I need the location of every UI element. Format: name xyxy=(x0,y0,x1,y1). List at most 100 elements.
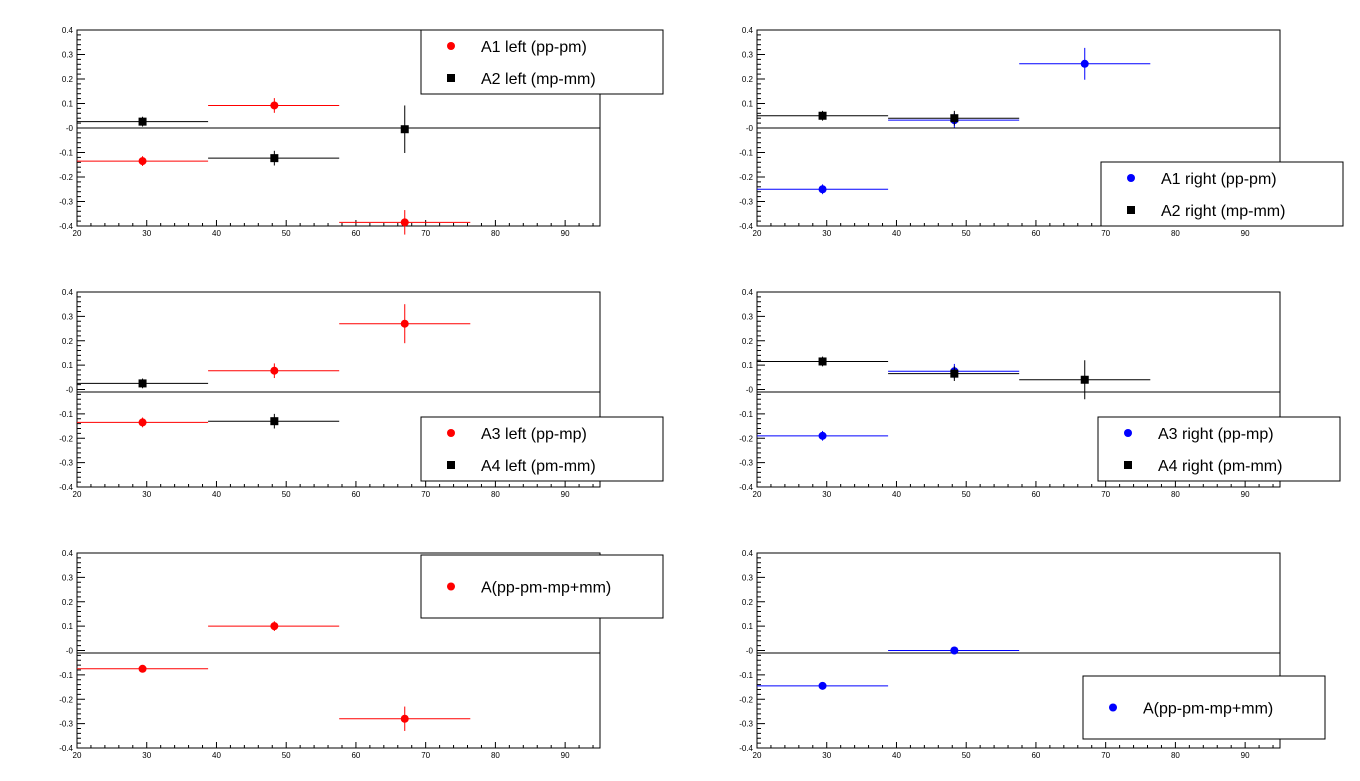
legend-marker xyxy=(447,461,455,469)
legend-box xyxy=(420,554,664,619)
series-1 xyxy=(77,304,471,428)
data-point xyxy=(339,706,471,731)
x-tick-label: 40 xyxy=(212,490,221,499)
chart-panel-3: 20 30 40 50 60 70 80 90 0.4 0.3 0.2 0.1 -0 -0.1 -0.2 -0… xyxy=(59,288,601,499)
data-point xyxy=(208,150,340,166)
y-tick-label: 0.2 xyxy=(62,337,74,346)
y-tick-label: -0 xyxy=(66,386,74,395)
data-marker xyxy=(138,379,147,388)
data-marker xyxy=(400,125,409,134)
data-point xyxy=(888,110,1020,126)
x-tick-label: 90 xyxy=(561,229,570,238)
data-marker xyxy=(818,431,827,440)
x-tick-label: 50 xyxy=(282,751,291,760)
data-point xyxy=(339,210,471,235)
y-tick-label: -0.1 xyxy=(739,149,753,158)
y-tick-label: -0.2 xyxy=(739,434,753,443)
y-tick-label: 0.4 xyxy=(742,26,754,35)
series-2 xyxy=(77,105,409,166)
y-tick-label: -0.2 xyxy=(59,173,73,182)
data-point xyxy=(208,621,340,631)
legend-marker xyxy=(1124,461,1132,469)
legend-box xyxy=(1100,161,1344,227)
legend-4: A3 right (pp-mp) A4 right (pm-mm) xyxy=(1097,416,1341,482)
y-tick-label: -0.2 xyxy=(59,695,73,704)
x-tick-label: 70 xyxy=(1101,751,1110,760)
legend-box xyxy=(1082,675,1326,740)
y-tick-label: -0 xyxy=(746,647,754,656)
legend-label: A4 left (pm-mm) xyxy=(481,458,596,475)
x-axis: 20 30 40 50 60 70 80 90 xyxy=(73,220,594,238)
y-axis: 0.4 0.3 0.2 0.1 -0 -0.1 -0.2 -0.3 -0.4 xyxy=(59,288,85,492)
data-point xyxy=(208,98,340,113)
data-point xyxy=(1019,47,1151,80)
y-tick-label: -0.4 xyxy=(739,483,753,492)
x-tick-label: 20 xyxy=(73,229,82,238)
x-tick-label: 80 xyxy=(491,751,500,760)
data-marker xyxy=(1080,375,1089,384)
legend-marker xyxy=(1127,206,1135,214)
series-1 xyxy=(77,98,471,235)
chart-panel-4: 20 30 40 50 60 70 80 90 0.4 0.3 0.2 0.1 -0 -0.1 -0.2 -0… xyxy=(739,288,1281,499)
y-tick-label: -0.1 xyxy=(59,149,73,158)
y-tick-label: -0.4 xyxy=(59,222,73,231)
y-tick-label: -0.3 xyxy=(59,198,73,207)
legend-marker xyxy=(1127,174,1135,182)
x-tick-label: 60 xyxy=(351,229,360,238)
x-tick-label: 70 xyxy=(1101,229,1110,238)
data-marker xyxy=(270,366,279,375)
y-tick-label: 0.1 xyxy=(62,622,74,631)
data-marker xyxy=(270,622,279,631)
legend-marker xyxy=(447,42,455,50)
chart-panel-5: 20 30 40 50 60 70 80 90 0.4 0.3 0.2 0.1 -0 -0.1 -0.2 -0… xyxy=(59,549,601,760)
y-tick-label: 0.4 xyxy=(742,549,754,558)
y-tick-label: -0.2 xyxy=(59,434,73,443)
data-point xyxy=(757,681,889,690)
legend-box xyxy=(1097,416,1341,482)
x-tick-label: 60 xyxy=(1031,751,1040,760)
legend-label: A4 right (pm-mm) xyxy=(1158,458,1282,475)
y-tick-label: -0.3 xyxy=(59,459,73,468)
legend-label: A2 right (mp-mm) xyxy=(1161,203,1285,220)
x-tick-label: 70 xyxy=(421,490,430,499)
x-tick-label: 80 xyxy=(1171,751,1180,760)
data-point xyxy=(888,646,1020,655)
x-tick-label: 70 xyxy=(421,229,430,238)
y-tick-label: -0.1 xyxy=(739,671,753,680)
y-tick-label: 0.4 xyxy=(742,288,754,297)
y-tick-label: 0.2 xyxy=(742,598,754,607)
y-tick-label: -0.3 xyxy=(59,720,73,729)
chart-panel-6: 20 30 40 50 60 70 80 90 0.4 0.3 0.2 0.1 -0 -0.1 -0.2 -0… xyxy=(739,549,1281,760)
legend-box xyxy=(420,29,664,95)
data-point xyxy=(400,105,409,153)
data-marker xyxy=(950,369,959,378)
x-tick-label: 20 xyxy=(753,229,762,238)
data-point xyxy=(77,417,209,428)
x-tick-label: 40 xyxy=(212,229,221,238)
y-tick-label: 0.4 xyxy=(62,549,74,558)
y-tick-label: 0.3 xyxy=(62,312,74,321)
data-marker xyxy=(270,154,279,163)
data-point xyxy=(1019,360,1151,400)
x-tick-label: 50 xyxy=(282,490,291,499)
x-tick-label: 40 xyxy=(212,751,221,760)
legend-marker xyxy=(447,582,455,591)
chart-panel-1: 20 30 40 50 60 70 80 90 0.4 0.3 0.2 0.1 -0 -0.1 -0.2 -0… xyxy=(59,26,601,238)
y-tick-label: -0 xyxy=(66,647,74,656)
legend-label: A1 right (pp-pm) xyxy=(1161,171,1277,188)
y-tick-label: 0.2 xyxy=(742,75,754,84)
legend-marker xyxy=(1124,429,1132,437)
x-axis: 20 30 40 50 60 70 80 90 xyxy=(73,481,594,499)
data-marker xyxy=(138,117,147,126)
x-tick-label: 20 xyxy=(753,751,762,760)
x-tick-label: 20 xyxy=(73,490,82,499)
data-point xyxy=(77,156,209,166)
data-point xyxy=(77,664,209,673)
data-marker xyxy=(950,114,959,123)
x-tick-label: 60 xyxy=(1031,490,1040,499)
y-tick-label: -0 xyxy=(66,124,74,133)
y-axis: 0.4 0.3 0.2 0.1 -0 -0.1 -0.2 -0.3 -0.4 xyxy=(59,26,85,231)
y-tick-label: -0.4 xyxy=(59,483,73,492)
x-tick-label: 70 xyxy=(1101,490,1110,499)
